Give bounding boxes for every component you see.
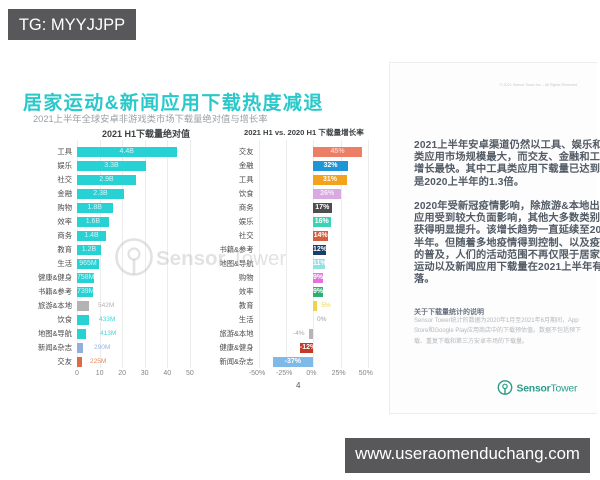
svg-text:Sensor: Sensor	[516, 384, 550, 395]
svg-text:Tower: Tower	[550, 384, 577, 395]
